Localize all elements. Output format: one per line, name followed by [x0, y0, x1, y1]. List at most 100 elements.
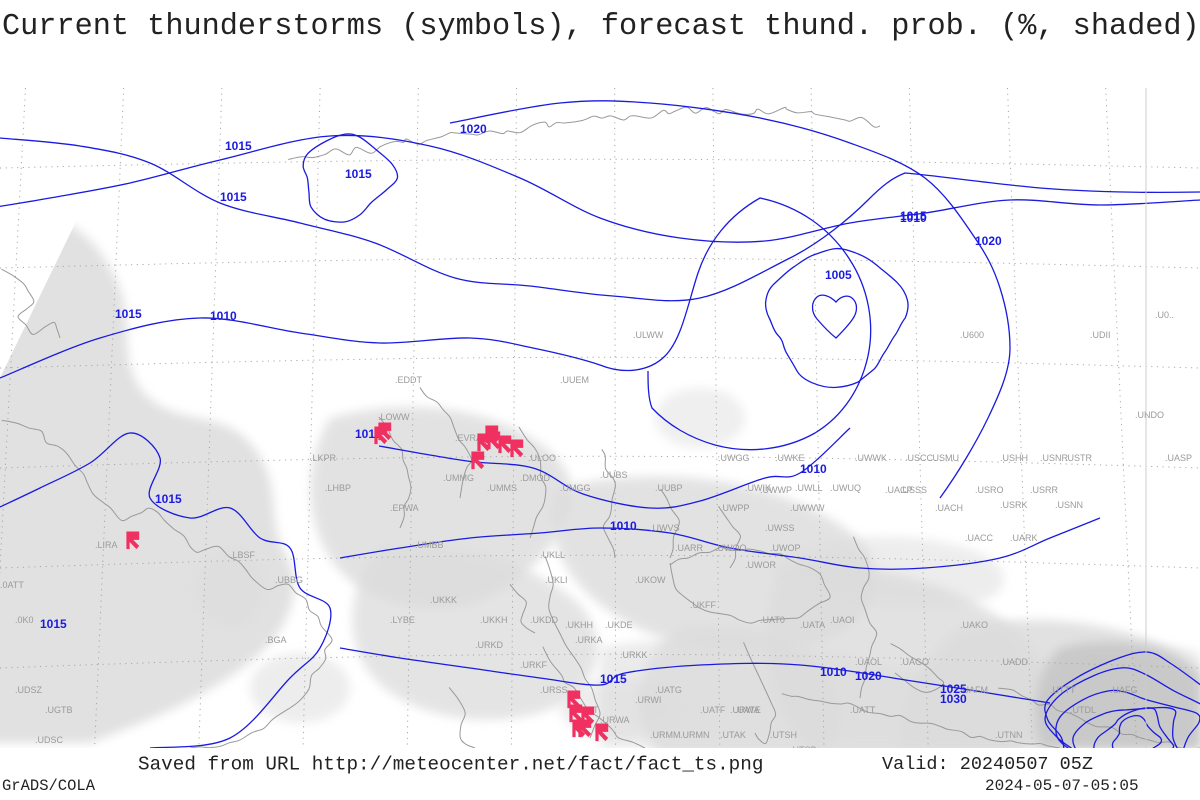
svg-text:.UWVS: .UWVS	[650, 523, 680, 533]
svg-text:1010: 1010	[800, 462, 827, 476]
svg-text:.UKHH: .UKHH	[565, 620, 593, 630]
svg-text:.UWOO: .UWOO	[715, 543, 747, 553]
svg-text:.USMU: .USMU	[930, 453, 959, 463]
svg-text:.URMN: .URMN	[680, 730, 710, 740]
svg-text:.U600: .U600	[960, 330, 984, 340]
svg-text:.EDDT: .EDDT	[395, 375, 423, 385]
svg-text:.UWSS: .UWSS	[765, 523, 795, 533]
svg-text:.URKF: .URKF	[520, 660, 548, 670]
svg-text:.LBSF: .LBSF	[230, 550, 256, 560]
svg-text:.UWOR: .UWOR	[745, 560, 776, 570]
svg-text:.UARR: .UARR	[675, 543, 704, 553]
svg-text:1015: 1015	[345, 167, 372, 181]
svg-text:.UDSC: .UDSC	[35, 735, 64, 745]
svg-text:.DMOD: .DMOD	[520, 473, 550, 483]
svg-text:.URMM: .URMM	[650, 730, 681, 740]
svg-text:.UGTB: .UGTB	[45, 705, 73, 715]
svg-text:.0ATT: .0ATT	[0, 580, 24, 590]
svg-text:.UWLL: .UWLL	[795, 483, 823, 493]
svg-text:.UACP: .UACP	[885, 485, 913, 495]
svg-text:.UWUQ: .UWUQ	[830, 483, 861, 493]
svg-text:.UATF: .UATF	[700, 705, 726, 715]
svg-text:.UBBG: .UBBG	[275, 575, 303, 585]
svg-text:.LOWW: .LOWW	[378, 412, 410, 422]
svg-text:.USRK: .USRK	[1000, 500, 1028, 510]
svg-text:.UAOI: .UAOI	[830, 615, 855, 625]
svg-text:.UWWP: .UWWP	[760, 485, 792, 495]
svg-text:1030: 1030	[940, 692, 967, 706]
svg-text:.LKPR: .LKPR	[310, 453, 337, 463]
svg-text:.UKKK: .UKKK	[430, 595, 457, 605]
svg-text:.URWI: .URWI	[635, 695, 661, 705]
svg-text:1015: 1015	[115, 307, 142, 321]
svg-text:.UKFF: .UKFF	[690, 600, 717, 610]
svg-text:.UDSZ: .UDSZ	[15, 685, 43, 695]
svg-text:1010: 1010	[610, 519, 637, 533]
svg-text:.UATG: .UATG	[655, 685, 682, 695]
svg-text:1015: 1015	[155, 492, 182, 506]
svg-text:.UTSH: .UTSH	[770, 730, 797, 740]
svg-text:.UMMG: .UMMG	[443, 473, 474, 483]
svg-text:1015: 1015	[600, 672, 627, 686]
svg-text:.UKDE: .UKDE	[605, 620, 633, 630]
svg-text:.LIRA: .LIRA	[95, 540, 118, 550]
svg-text:.UKLL: .UKLL	[540, 550, 565, 560]
svg-text:.UUEM: .UUEM	[560, 375, 589, 385]
svg-text:.UWGG: .UWGG	[718, 453, 750, 463]
svg-text:.UUBP: .UUBP	[655, 483, 683, 493]
svg-text:.ULWW: .ULWW	[633, 330, 664, 340]
svg-text:1010: 1010	[210, 309, 237, 323]
svg-text:1010: 1010	[820, 665, 847, 679]
svg-text:.UKLI: .UKLI	[545, 575, 568, 585]
svg-text:.URKD: .URKD	[475, 640, 504, 650]
svg-text:.UADD: .UADD	[1000, 657, 1029, 667]
svg-text:.URSS: .URSS	[540, 685, 568, 695]
svg-text:.LYBE: .LYBE	[390, 615, 415, 625]
svg-text:.UTAK: .UTAK	[720, 730, 746, 740]
svg-text:.UAT0: .UAT0	[760, 615, 785, 625]
svg-text:.UNDO: .UNDO	[1135, 410, 1164, 420]
svg-text:.UWOP: .UWOP	[770, 543, 801, 553]
svg-text:.UKOW: .UKOW	[635, 575, 666, 585]
svg-text:.USHH: .USHH	[1000, 453, 1028, 463]
svg-text:.UMMS: .UMMS	[487, 483, 517, 493]
svg-text:.ULOO: .ULOO	[528, 453, 556, 463]
svg-text:1015: 1015	[220, 190, 247, 204]
svg-text:.UACH: .UACH	[935, 503, 963, 513]
svg-text:.BGA: .BGA	[265, 635, 287, 645]
svg-text:.UTNN: .UTNN	[995, 730, 1023, 740]
svg-text:1015: 1015	[40, 617, 67, 631]
svg-text:.UACC: .UACC	[965, 533, 994, 543]
svg-text:.UASP: .UASP	[1165, 453, 1192, 463]
svg-text:1010: 1010	[900, 211, 927, 225]
svg-text:.UKKH: .UKKH	[480, 615, 508, 625]
svg-text:.UWWK: .UWWK	[855, 453, 887, 463]
svg-text:.UARK: .UARK	[1010, 533, 1038, 543]
svg-text:.UMGG: .UMGG	[560, 483, 591, 493]
svg-text:1020: 1020	[855, 669, 882, 683]
svg-text:.UATT: .UATT	[850, 705, 876, 715]
svg-text:.UAFG: .UAFG	[1110, 685, 1138, 695]
svg-text:.URKA: .URKA	[575, 635, 603, 645]
svg-text:.EPWA: .EPWA	[390, 503, 419, 513]
svg-text:.UTTT: .UTTT	[1050, 685, 1076, 695]
svg-text:.U0..: .U0..	[1155, 310, 1174, 320]
svg-text:.UAOL: .UAOL	[855, 657, 882, 667]
svg-text:1020: 1020	[460, 122, 487, 136]
svg-text:1020: 1020	[975, 234, 1002, 248]
svg-text:.UUBS: .UUBS	[600, 470, 628, 480]
svg-text:.UWPP: .UWPP	[720, 503, 750, 513]
svg-text:.UTSB: .UTSB	[790, 745, 817, 748]
svg-text:.USNN: .USNN	[1055, 500, 1083, 510]
svg-text:.UKDD: .UKDD	[530, 615, 559, 625]
svg-text:.UATA: .UATA	[800, 620, 825, 630]
svg-text:.URKK: .URKK	[620, 650, 648, 660]
svg-text:.UAGO: .UAGO	[900, 657, 929, 667]
svg-text:.0K0: .0K0	[15, 615, 34, 625]
svg-text:.USRO: .USRO	[975, 485, 1004, 495]
svg-text:.UAKO: .UAKO	[960, 620, 988, 630]
svg-text:.URWA: .URWA	[730, 705, 760, 715]
svg-text:1005: 1005	[825, 268, 852, 282]
svg-text:.USTR: .USTR	[1065, 453, 1093, 463]
svg-text:1015: 1015	[225, 139, 252, 153]
